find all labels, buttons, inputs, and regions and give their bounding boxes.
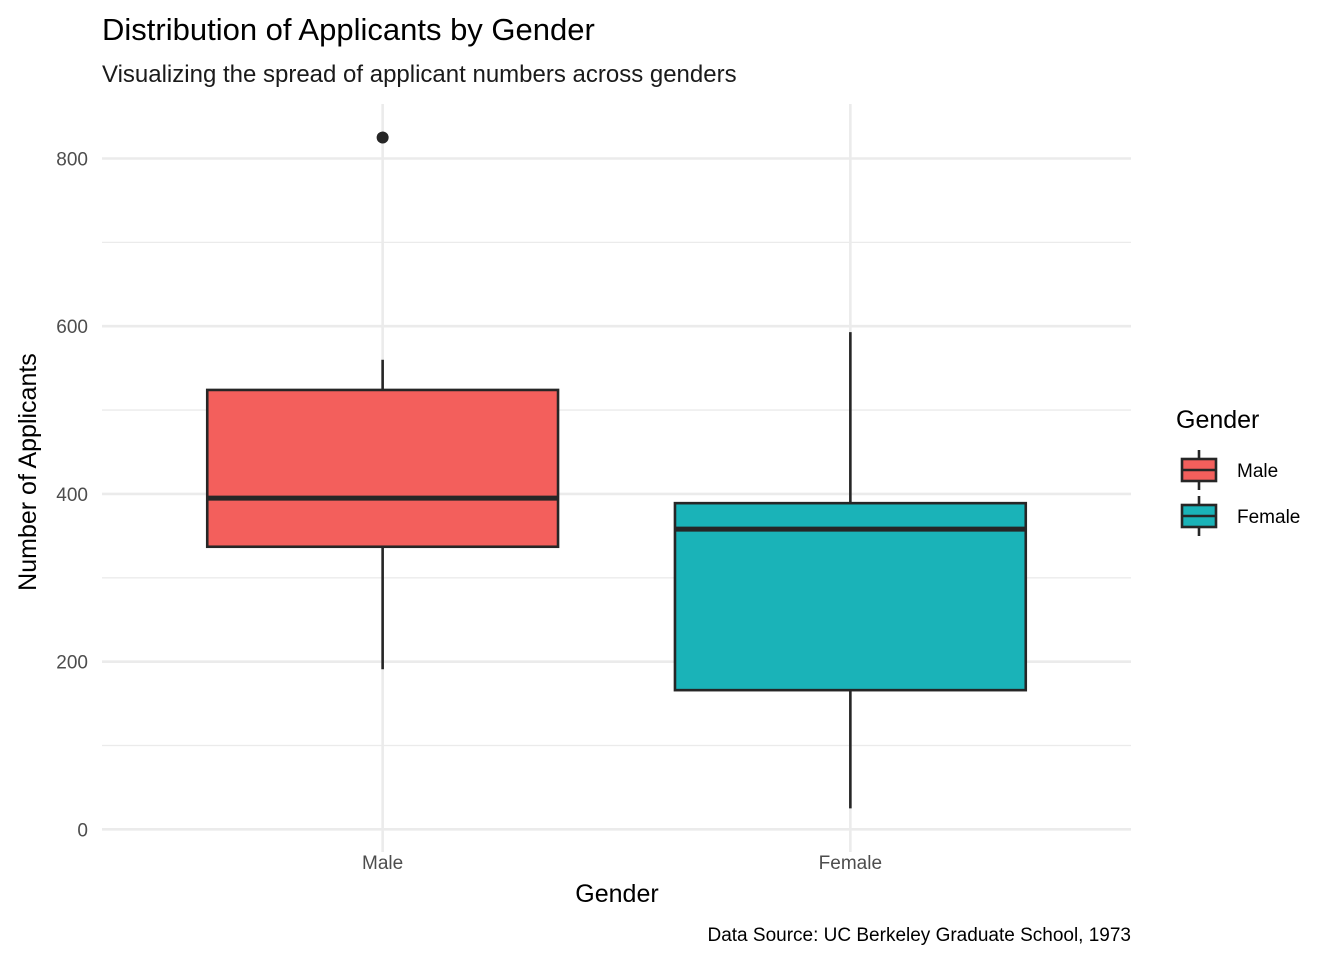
box-iqr (673, 501, 1028, 692)
y-tick-label: 0 (77, 820, 88, 841)
box-group-female (673, 332, 1028, 809)
chart-title: Distribution of Applicants by Gender (102, 12, 595, 47)
boxes-layer (205, 131, 1028, 809)
legend-entry-male: Male (1180, 450, 1278, 490)
y-tick-label: 600 (56, 317, 88, 338)
y-tick-label: 800 (56, 150, 88, 171)
legend-entry-female: Female (1180, 496, 1300, 536)
box-group-male (205, 131, 560, 670)
chart-subtitle: Visualizing the spread of applicant numb… (102, 61, 737, 88)
y-axis-title: Number of Applicants (14, 353, 42, 591)
legend-label: Female (1237, 507, 1300, 528)
x-axis-title: Gender (575, 880, 658, 908)
y-axis-tick-labels: 0 200 400 600 800 (56, 150, 88, 842)
legend: Gender Male Female (1176, 406, 1300, 536)
legend-label: Male (1237, 461, 1278, 482)
box-iqr (205, 388, 560, 549)
y-tick-label: 200 (56, 653, 88, 674)
chart-caption: Data Source: UC Berkeley Graduate School… (707, 925, 1131, 946)
x-tick-label: Male (362, 853, 403, 874)
outlier-point (376, 131, 389, 144)
y-tick-label: 400 (56, 485, 88, 506)
x-axis-tick-labels: Male Female (362, 853, 882, 874)
legend-entries: Male Female (1180, 450, 1300, 536)
legend-title: Gender (1176, 406, 1259, 434)
x-tick-label: Female (819, 853, 882, 874)
